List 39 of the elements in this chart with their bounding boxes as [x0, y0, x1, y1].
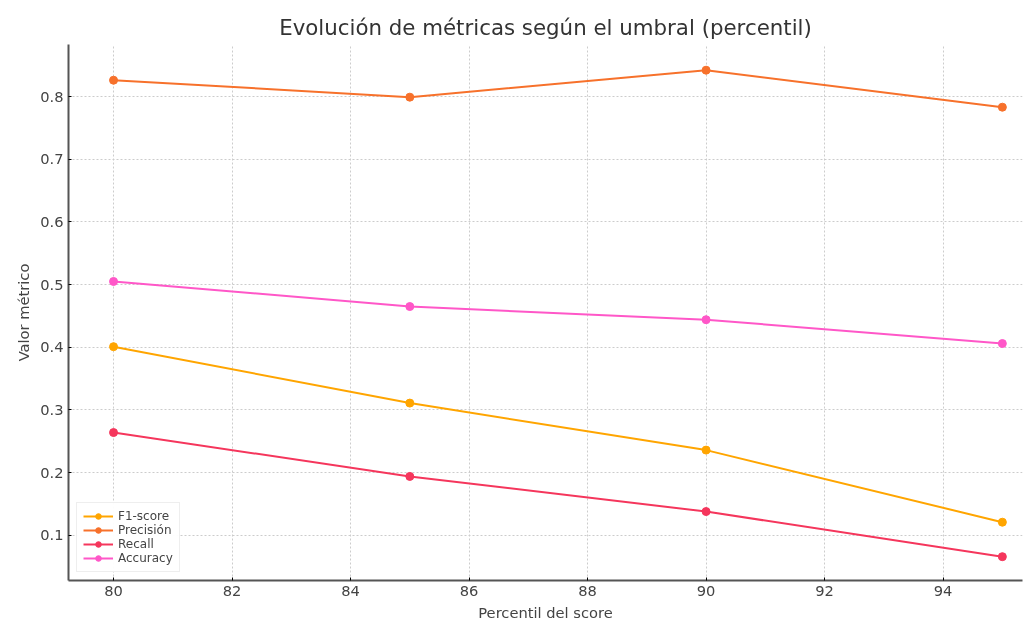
x-tick-label: 82 — [222, 581, 242, 599]
point — [997, 517, 1007, 527]
y-tick-label: 0.4 — [40, 338, 64, 356]
point — [109, 342, 119, 352]
y-tick-label: 0.8 — [40, 87, 64, 105]
point — [701, 65, 711, 75]
y-tick-label: 0.6 — [40, 212, 64, 230]
x-tick-label: 92 — [815, 581, 834, 599]
point — [997, 339, 1007, 349]
point — [109, 276, 119, 286]
y-tick-label: 0.2 — [40, 463, 64, 481]
x-tick-label: 94 — [933, 581, 953, 599]
y-tick-label: 0.7 — [40, 150, 64, 168]
point — [405, 398, 415, 408]
point — [701, 507, 711, 517]
x-tick-label: 80 — [104, 581, 123, 599]
legend-label: F1-score — [118, 509, 170, 523]
point — [405, 471, 415, 481]
x-axis-title: Percentil del score — [478, 603, 613, 621]
point — [701, 315, 711, 325]
point — [997, 102, 1007, 112]
x-tick-label: 90 — [696, 581, 716, 599]
point — [405, 92, 415, 102]
point — [701, 445, 711, 455]
y-tick-label: 0.1 — [40, 526, 64, 544]
point — [405, 302, 415, 312]
point — [997, 552, 1007, 562]
legend-label: Recall — [118, 537, 154, 551]
y-axis-title: Valor métrico — [15, 263, 33, 362]
x-tick-label: 84 — [341, 581, 360, 599]
legend-label: Precisión — [118, 523, 172, 537]
x-tick-label: 88 — [578, 581, 597, 599]
point — [109, 75, 119, 85]
chart-title: Evolución de métricas según el umbral (percentil) — [279, 14, 812, 40]
legend-label: Accuracy — [118, 551, 173, 565]
y-tick-label: 0.3 — [40, 400, 64, 418]
x-tick-label: 86 — [459, 581, 479, 599]
point — [109, 428, 119, 438]
y-tick-label: 0.5 — [40, 275, 64, 293]
